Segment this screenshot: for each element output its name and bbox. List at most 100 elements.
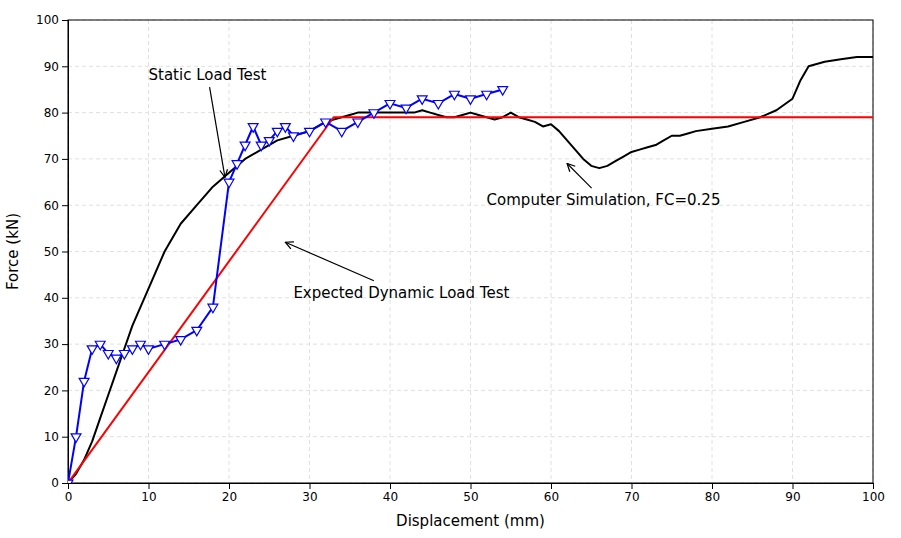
y-tick: 50 (44, 245, 68, 259)
series-marker (433, 100, 443, 109)
x-tick: 90 (785, 483, 800, 504)
plot-area: 0102030405060708090100010203040506070809… (36, 13, 885, 503)
series-marker (417, 96, 427, 105)
series-marker (95, 341, 105, 350)
y-grid-line (68, 390, 873, 391)
y-tick-label: 40 (44, 291, 59, 305)
series-marker (401, 105, 411, 114)
series-group (68, 57, 873, 483)
y-tick: 60 (44, 199, 68, 213)
annotations: Static Load Test Expected Dynamic Load Te… (149, 66, 721, 302)
series-marker (256, 142, 266, 151)
annotation-text: Static Load Test (149, 66, 267, 84)
series-marker (369, 110, 379, 119)
series-marker (119, 351, 129, 360)
x-tick: 50 (463, 483, 478, 504)
x-tick: 60 (544, 483, 559, 504)
x-tick-label: 70 (624, 490, 639, 504)
grid (68, 20, 873, 483)
x-tick: 10 (141, 483, 156, 504)
x-tick: 30 (302, 483, 317, 504)
series-line (68, 57, 873, 483)
y-tick-label: 30 (44, 337, 59, 351)
x-tick: 70 (624, 483, 639, 504)
series-marker (280, 124, 290, 133)
chart: 0102030405060708090100010203040506070809… (0, 0, 901, 538)
series-marker (498, 87, 508, 96)
series-marker (449, 91, 459, 100)
x-tick-label: 60 (544, 490, 559, 504)
x-tick-mark (793, 483, 794, 489)
series-marker (272, 128, 282, 137)
x-tick: 20 (222, 483, 237, 504)
y-tick-mark (62, 20, 68, 21)
series-marker (111, 355, 121, 364)
y-tick-label: 20 (44, 384, 59, 398)
x-tick-mark (229, 483, 230, 489)
series-marker (385, 100, 395, 109)
y-tick-label: 80 (44, 106, 59, 120)
series-marker (482, 91, 492, 100)
series-marker (87, 346, 97, 355)
annotation-text: Computer Simulation, FC=0.25 (487, 191, 721, 209)
series-marker (71, 434, 81, 443)
x-tick-mark (712, 483, 713, 489)
y-tick-mark (62, 159, 68, 160)
series-marker (321, 119, 331, 128)
y-tick: 80 (44, 106, 68, 120)
series-marker (353, 119, 363, 128)
x-axis-title: Displacement (mm) (396, 512, 545, 530)
x-tick-label: 80 (705, 490, 720, 504)
x-tick-label: 20 (222, 490, 237, 504)
y-tick-mark (62, 437, 68, 438)
y-tick-mark (62, 483, 68, 484)
y-tick: 10 (44, 430, 68, 444)
series-marker (208, 304, 218, 313)
y-tick-mark (62, 205, 68, 206)
x-tick-label: 0 (65, 490, 73, 504)
x-axis: 0 10 20 30 40 50 60 70 80 90 100 (65, 483, 885, 504)
series-marker (224, 179, 234, 188)
annotation-arrow (285, 242, 374, 281)
x-tick: 40 (383, 483, 398, 504)
y-tick: 40 (44, 291, 68, 305)
x-axis-line (69, 484, 874, 490)
y-tick-mark (62, 390, 68, 391)
series-marker (68, 480, 73, 483)
y-grid-line (68, 205, 873, 206)
y-tick: 90 (44, 60, 68, 74)
x-tick-label: 10 (141, 490, 156, 504)
series-marker (466, 96, 476, 105)
y-grid-line (68, 251, 873, 252)
series-marker (240, 142, 250, 151)
series-marker (248, 124, 258, 133)
annotation-arrow (210, 87, 225, 177)
y-tick: 100 (36, 13, 68, 27)
x-tick: 100 (862, 483, 885, 504)
series-marker (160, 341, 170, 350)
x-tick: 0 (65, 483, 73, 504)
x-tick-mark (471, 483, 472, 489)
series-marker (127, 346, 137, 355)
x-tick-mark (310, 483, 311, 489)
y-tick-mark (62, 66, 68, 67)
annotation-text: Expected Dynamic Load Test (293, 284, 509, 302)
y-tick: 0 (51, 476, 68, 490)
y-grid-line (68, 158, 873, 159)
y-tick: 20 (44, 384, 68, 398)
series-marker (232, 161, 242, 170)
plot-frame (68, 20, 873, 483)
y-tick-label: 90 (44, 60, 59, 74)
series-marker (176, 337, 186, 346)
y-tick-label: 50 (44, 245, 59, 259)
y-tick: 30 (44, 337, 68, 351)
x-tick-mark (149, 483, 150, 489)
x-tick-label: 90 (785, 490, 800, 504)
y-tick-label: 60 (44, 199, 59, 213)
y-grid-line (68, 344, 873, 345)
x-tick-label: 100 (862, 490, 885, 504)
series-line (68, 117, 873, 483)
x-tick-label: 50 (463, 490, 478, 504)
x-tick-mark (632, 483, 633, 489)
series-marker (288, 133, 298, 142)
